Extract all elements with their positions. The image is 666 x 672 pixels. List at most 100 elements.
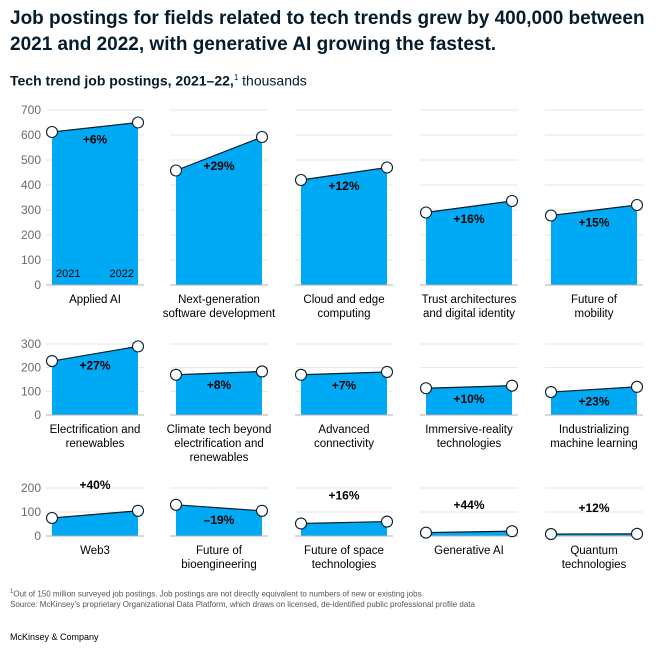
area [52, 510, 138, 536]
y-tick-label: 0 [34, 529, 41, 543]
point-2021 [294, 517, 308, 530]
series-line [175, 136, 263, 172]
point-2022 [505, 194, 519, 208]
y-tick-label: 100 [21, 253, 41, 267]
y-tick-label: 300 [21, 337, 41, 351]
series-line [51, 121, 139, 133]
area [176, 371, 262, 415]
y-tick-label: 100 [21, 505, 41, 519]
point-2021 [419, 206, 433, 219]
area [301, 521, 387, 536]
category-label: Advanced connectivity [314, 424, 374, 450]
category-label-line: Advanced [318, 424, 369, 436]
chart-title: Job postings for fields related to tech … [10, 8, 645, 55]
category-label-line: Cloud and edge [303, 294, 384, 306]
category-label-line: Generative AI [434, 545, 504, 557]
category-label: Cloud and edge computing [303, 294, 384, 320]
point-2021 [544, 209, 558, 222]
category-label-line: Web3 [80, 545, 110, 557]
category-label-line: Trust architectures [422, 294, 517, 306]
y-tick-label: 200 [21, 481, 41, 495]
change-label: +23% [578, 394, 609, 408]
subtitle-footnote-marker: 1 [233, 73, 239, 82]
point-2022 [380, 161, 394, 174]
change-label: +27% [79, 359, 110, 373]
y-tick-label: 200 [21, 228, 41, 242]
category-label-line: Industrializing [559, 424, 629, 436]
category-label-line: Electrification and [50, 424, 141, 436]
point-2022 [630, 198, 644, 212]
area [301, 167, 387, 285]
area [301, 371, 387, 415]
point-2022 [505, 379, 519, 392]
category-label-line: and digital identity [423, 308, 515, 320]
change-label: –19% [204, 513, 235, 527]
category-label-line: Future of [196, 545, 243, 557]
category-label-line: renewables [190, 452, 249, 464]
point-2022 [255, 365, 269, 378]
series-line [51, 345, 139, 362]
series-line [425, 385, 513, 389]
panel-future-of-mobility: +15% Future of mobility [544, 198, 644, 320]
panel-immersive-reality-technologies: +10% Immersive-reality technologies [419, 379, 519, 450]
category-label: Next-generation software development [163, 294, 276, 320]
category-label-line: technologies [437, 438, 502, 450]
point-2022 [505, 525, 519, 538]
series-line [550, 204, 638, 217]
point-2021 [544, 385, 558, 399]
category-label-line: Future of [571, 294, 618, 306]
change-label: +6% [83, 132, 108, 146]
series-line [300, 371, 388, 376]
point-2021 [45, 354, 59, 368]
point-2021 [419, 526, 433, 539]
point-2021 [169, 164, 183, 177]
area [176, 137, 262, 285]
category-label-line: Applied AI [69, 294, 121, 306]
category-label: Immersive-reality technologies [425, 424, 513, 450]
point-2021 [419, 382, 433, 395]
y-tick-label: 100 [21, 384, 41, 398]
y-tick-label: 400 [21, 178, 41, 192]
category-label: Industrializing machine learning [550, 424, 638, 450]
category-label-line: Immersive-reality [425, 424, 513, 436]
category-label-line: bioengineering [181, 559, 256, 571]
category-label-line: machine learning [550, 438, 638, 450]
footnote-marker: 1 [10, 589, 14, 595]
change-label: +16% [453, 212, 484, 226]
year-label-2022: 2022 [110, 268, 134, 280]
category-label-line: renewables [66, 438, 125, 450]
point-2022 [131, 504, 145, 517]
point-2022 [630, 527, 644, 540]
panel-web3: +40% Web3 [45, 478, 145, 557]
panel-applied-ai: +6% 2021 2022 Applied AI [45, 116, 145, 306]
point-2022 [630, 380, 644, 393]
point-2021 [294, 173, 308, 187]
panel-quantum-technologies: +12% Quantum technologies [544, 501, 644, 571]
category-label-line: technologies [562, 559, 627, 571]
brand-logo-text: McKinsey & Company [10, 632, 99, 642]
category-label-line: Next-generation [178, 294, 260, 306]
y-tick-label: 300 [21, 203, 41, 217]
change-label: +8% [207, 378, 232, 392]
subtitle-unit: thousands [238, 72, 307, 89]
category-label: Generative AI [434, 545, 504, 557]
point-2022 [255, 130, 269, 144]
category-label: Trust architectures and digital identity [422, 294, 517, 320]
change-label: +29% [203, 159, 234, 173]
change-label: +44% [453, 498, 484, 512]
area [551, 205, 637, 285]
y-tick-label: 0 [34, 278, 41, 292]
panel-trust-architectures-and-digital-identity: +16% Trust architectures and digital ident… [419, 194, 519, 320]
panel-climate-tech-beyond-electrification-and-renewables: +8% Climate tech beyond electrification an… [167, 365, 271, 464]
series-line [425, 530, 513, 534]
change-label: +16% [328, 489, 359, 503]
panel-cloud-and-edge-computing: +12% Cloud and edge computing [294, 161, 394, 320]
small-multiples-chart: 0 100 200 300 400 500 600 700 0 100 200 300 0 100 200 +… [21, 103, 644, 571]
point-2022 [131, 340, 145, 353]
point-2022 [380, 365, 394, 378]
footnote-note: Out of 150 million surveyed job postings… [13, 589, 424, 599]
point-2021 [169, 498, 183, 511]
year-label-2021: 2021 [56, 268, 80, 280]
series-line [300, 521, 388, 525]
series-line [51, 510, 139, 519]
